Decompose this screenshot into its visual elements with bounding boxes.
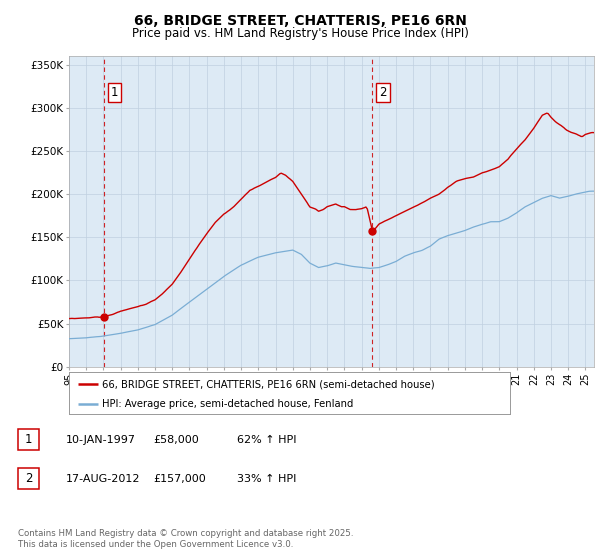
Text: 66, BRIDGE STREET, CHATTERIS, PE16 6RN: 66, BRIDGE STREET, CHATTERIS, PE16 6RN: [134, 14, 466, 28]
Text: 17-AUG-2012: 17-AUG-2012: [66, 474, 140, 484]
Text: 66, BRIDGE STREET, CHATTERIS, PE16 6RN (semi-detached house): 66, BRIDGE STREET, CHATTERIS, PE16 6RN (…: [102, 379, 434, 389]
Text: 2: 2: [25, 472, 32, 486]
Text: 33% ↑ HPI: 33% ↑ HPI: [237, 474, 296, 484]
Text: 10-JAN-1997: 10-JAN-1997: [66, 435, 136, 445]
Text: Contains HM Land Registry data © Crown copyright and database right 2025.
This d: Contains HM Land Registry data © Crown c…: [18, 529, 353, 549]
Text: 62% ↑ HPI: 62% ↑ HPI: [237, 435, 296, 445]
Text: £157,000: £157,000: [153, 474, 206, 484]
Text: 2: 2: [379, 86, 387, 99]
Text: 1: 1: [111, 86, 118, 99]
Text: 1: 1: [25, 433, 32, 446]
Text: £58,000: £58,000: [153, 435, 199, 445]
Text: Price paid vs. HM Land Registry's House Price Index (HPI): Price paid vs. HM Land Registry's House …: [131, 27, 469, 40]
Text: HPI: Average price, semi-detached house, Fenland: HPI: Average price, semi-detached house,…: [102, 399, 353, 409]
